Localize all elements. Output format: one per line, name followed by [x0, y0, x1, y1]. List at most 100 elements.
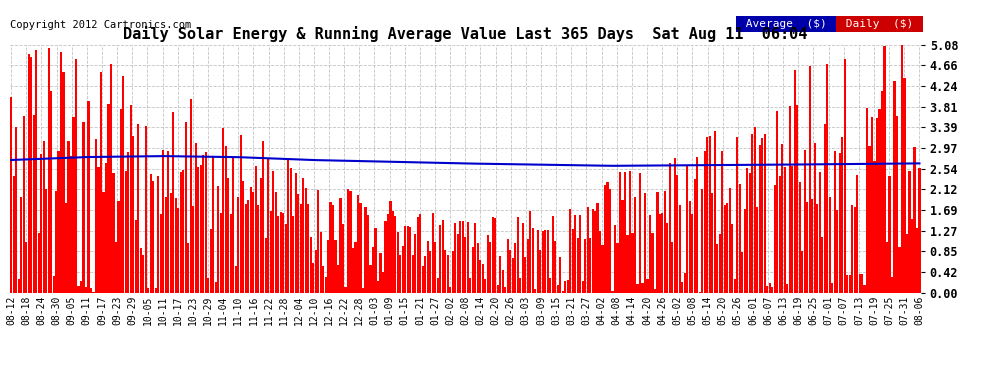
Bar	[118, 201, 120, 292]
Bar	[30, 57, 32, 292]
Bar	[340, 198, 342, 292]
Bar	[846, 274, 848, 292]
Bar	[107, 104, 110, 292]
Bar	[52, 276, 54, 292]
Bar	[38, 232, 40, 292]
Bar	[576, 238, 578, 292]
Bar	[123, 76, 125, 292]
Bar	[307, 204, 309, 292]
Bar	[320, 232, 322, 292]
Bar	[130, 105, 132, 292]
Bar	[175, 198, 177, 292]
Bar	[322, 267, 324, 292]
Bar	[776, 111, 778, 292]
Bar	[185, 122, 187, 292]
Bar	[569, 209, 571, 292]
Bar	[502, 270, 504, 292]
Bar	[384, 221, 386, 292]
Bar	[233, 157, 235, 292]
Bar	[50, 91, 52, 292]
Bar	[537, 230, 539, 292]
Bar	[681, 282, 683, 292]
Bar	[259, 178, 261, 292]
Bar	[212, 156, 214, 292]
Bar	[128, 152, 130, 292]
Bar	[152, 181, 154, 292]
Bar	[345, 287, 346, 292]
Bar	[504, 287, 506, 292]
Bar	[284, 224, 287, 292]
Bar	[357, 195, 359, 292]
Bar	[758, 145, 760, 292]
Bar	[202, 155, 204, 292]
Bar	[422, 266, 424, 292]
Bar	[671, 242, 673, 292]
Bar	[456, 234, 459, 292]
Bar	[796, 105, 798, 292]
Bar	[679, 205, 681, 292]
Bar	[492, 217, 494, 292]
Bar	[167, 151, 169, 292]
Bar	[182, 170, 184, 292]
Bar	[102, 192, 105, 292]
Bar	[497, 285, 499, 292]
Bar	[149, 174, 151, 292]
Bar	[517, 217, 519, 292]
Bar	[642, 284, 644, 292]
Bar	[637, 284, 639, 292]
Bar	[392, 211, 394, 292]
Bar	[143, 255, 145, 292]
Bar	[20, 197, 22, 292]
Bar	[110, 64, 112, 292]
Bar	[95, 139, 97, 292]
Bar	[591, 209, 594, 292]
Bar	[494, 218, 496, 292]
Bar	[177, 208, 179, 292]
Bar	[904, 78, 906, 292]
Bar	[312, 263, 314, 292]
Bar	[87, 100, 89, 292]
Bar	[597, 203, 599, 292]
Bar	[135, 220, 137, 292]
Bar	[374, 228, 376, 292]
Bar	[768, 283, 771, 292]
Bar	[159, 214, 162, 292]
Title: Daily Solar Energy & Running Average Value Last 365 Days  Sat Aug 11  06:04: Daily Solar Energy & Running Average Val…	[123, 27, 808, 42]
Bar	[479, 260, 481, 292]
Bar	[315, 249, 317, 292]
Bar	[532, 228, 534, 292]
Bar	[901, 45, 903, 292]
Bar	[648, 215, 651, 292]
Bar	[154, 288, 157, 292]
Bar	[664, 190, 666, 292]
Bar	[916, 228, 918, 292]
Bar	[57, 151, 59, 292]
Bar	[614, 225, 616, 292]
Bar	[826, 64, 829, 292]
Bar	[871, 117, 873, 292]
Bar	[90, 288, 92, 292]
Bar	[634, 197, 636, 292]
Bar	[207, 278, 209, 292]
Bar	[349, 191, 351, 292]
Bar	[535, 289, 537, 292]
Bar	[487, 235, 489, 292]
Bar	[888, 176, 891, 292]
Bar	[364, 207, 366, 292]
Bar	[264, 238, 266, 292]
Bar	[252, 192, 254, 292]
Bar	[484, 279, 486, 292]
Bar	[220, 213, 222, 292]
Bar	[60, 52, 62, 292]
Bar	[215, 282, 217, 292]
Bar	[801, 251, 803, 292]
Bar	[399, 255, 402, 292]
Bar	[459, 221, 461, 292]
Bar	[389, 201, 391, 292]
Bar	[80, 281, 82, 292]
Bar	[327, 240, 329, 292]
Bar	[289, 168, 292, 292]
Bar	[653, 289, 656, 292]
Bar	[779, 176, 781, 292]
Bar	[70, 156, 72, 292]
